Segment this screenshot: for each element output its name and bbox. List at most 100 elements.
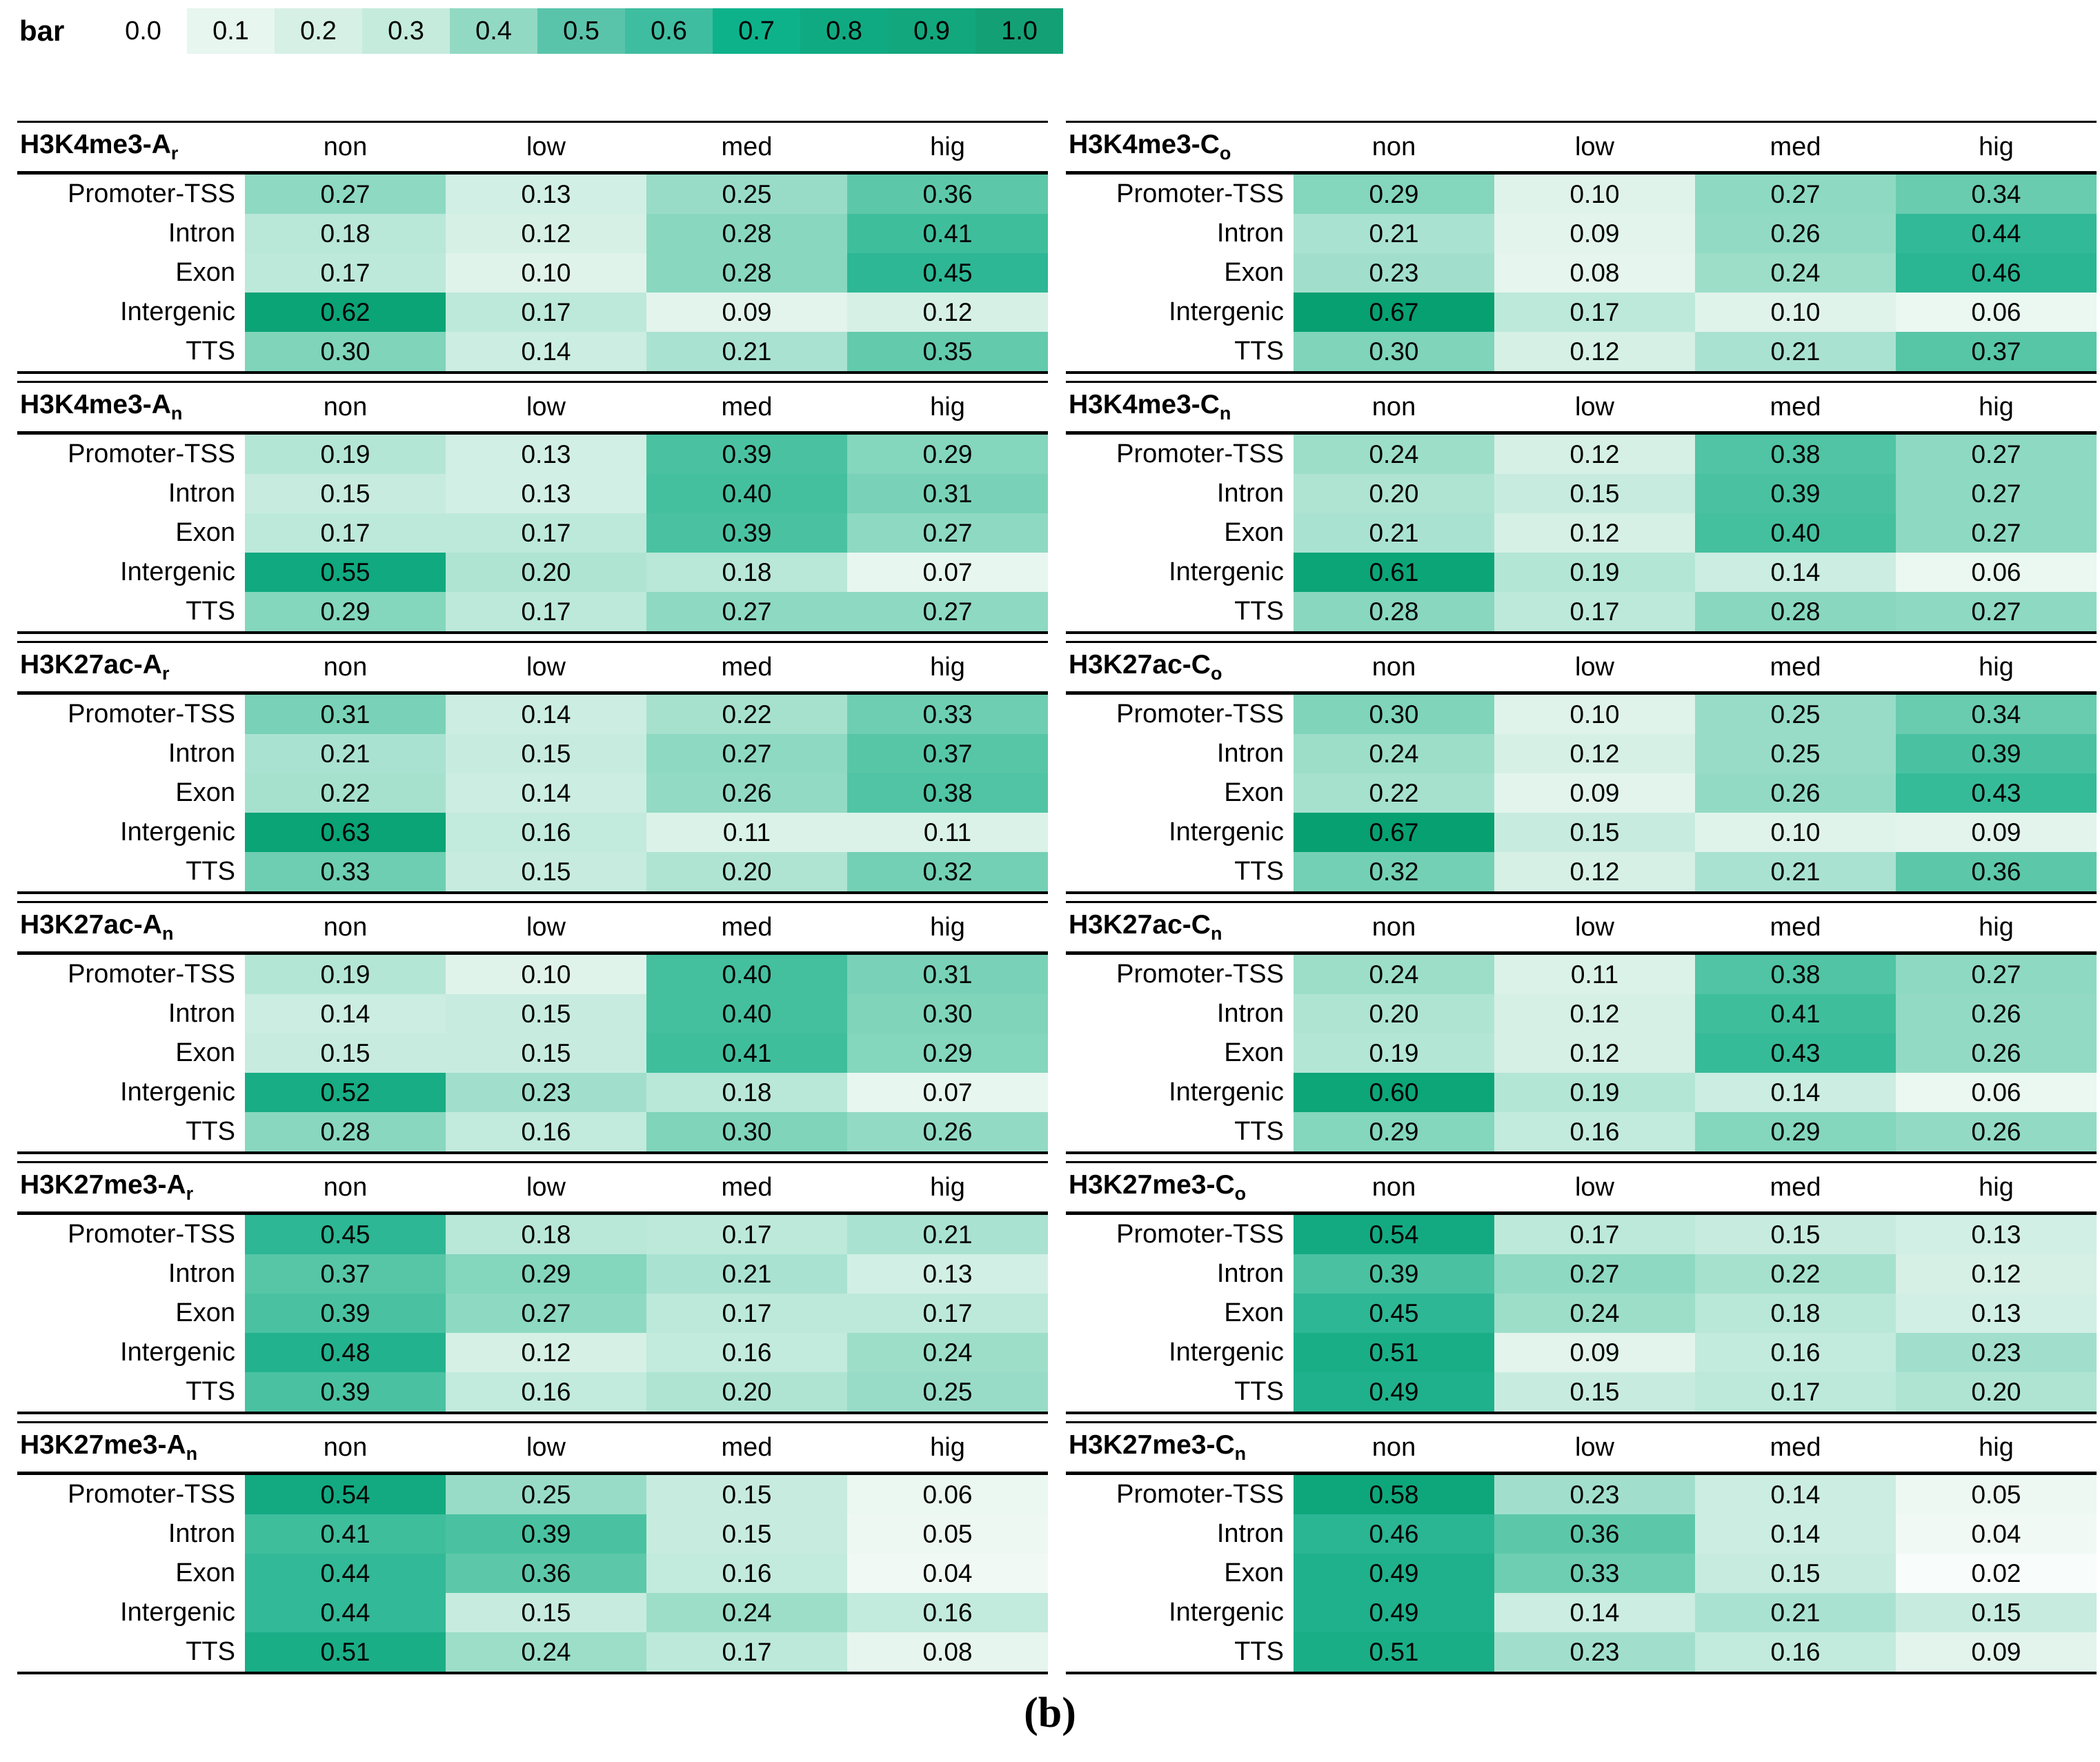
panel-title: H3K27ac-Ar [20, 650, 170, 684]
row-label: TTS [1066, 332, 1294, 371]
heatmap-cell: 0.13 [446, 175, 646, 214]
column-header: non [1371, 1172, 1416, 1202]
heatmap-cell: 0.44 [1896, 214, 2097, 253]
panel-header: H3K27me3-Cn non low med hig [1066, 1421, 2097, 1475]
heatmap-cell: 0.16 [446, 1372, 646, 1412]
heatmap-cell: 0.46 [1896, 253, 2097, 293]
heatmap-cell: 0.49 [1294, 1372, 1494, 1412]
heatmap-cell: 0.26 [1896, 1033, 2097, 1073]
heatmap-cell: 0.61 [1294, 553, 1494, 592]
table-row: Intergenic 0.55 0.20 0.18 0.07 [17, 553, 1048, 592]
table-row: Intron 0.39 0.27 0.22 0.12 [1066, 1254, 2097, 1294]
heatmap-cell: 0.14 [1695, 1073, 1896, 1112]
heatmap-cell: 0.24 [1294, 435, 1494, 474]
heatmap-cell: 0.27 [847, 513, 1048, 553]
table-row: Intron 0.20 0.12 0.41 0.26 [1066, 994, 2097, 1033]
heatmap-cell: 0.33 [245, 852, 446, 891]
heatmap-panel: H3K27ac-Cn non low med hig Promoter-TSS 0.24 0.… [1066, 901, 2097, 1154]
colorbar-tick: 0.7 [713, 8, 800, 54]
heatmap-cell: 0.39 [446, 1514, 646, 1554]
colorbar-tick: 0.1 [187, 8, 275, 54]
panel-header: H3K27me3-Ar non low med hig [17, 1161, 1048, 1215]
heatmap-cell: 0.16 [446, 813, 646, 852]
heatmap-cell: 0.11 [646, 813, 847, 852]
heatmap-cell: 0.24 [446, 1632, 646, 1672]
heatmap-cell: 0.09 [1494, 214, 1695, 253]
heatmap-cell: 0.21 [1294, 214, 1494, 253]
table-row: TTS 0.29 0.17 0.27 0.27 [17, 592, 1048, 631]
heatmap-cell: 0.34 [1896, 695, 2097, 734]
table-row: Intergenic 0.67 0.15 0.10 0.09 [1066, 813, 2097, 852]
panel-header: H3K27me3-Co non low med hig [1066, 1161, 2097, 1215]
heatmap-cell: 0.06 [1896, 1073, 2097, 1112]
table-row: Promoter-TSS 0.24 0.11 0.38 0.27 [1066, 955, 2097, 994]
column-header: hig [1979, 652, 2014, 682]
row-label: Intron [1066, 1514, 1294, 1554]
heatmap-cell: 0.11 [1494, 955, 1695, 994]
table-row: Intergenic 0.52 0.23 0.18 0.07 [17, 1073, 1048, 1112]
heatmap-cell: 0.16 [1494, 1112, 1695, 1151]
heatmap-cell: 0.17 [446, 293, 646, 332]
row-label: Intergenic [1066, 553, 1294, 592]
heatmap-cell: 0.44 [245, 1554, 446, 1593]
panel-header: H3K4me3-Co non low med hig [1066, 121, 2097, 175]
heatmap-cell: 0.14 [446, 332, 646, 371]
heatmap-cell: 0.29 [847, 435, 1048, 474]
heatmap-cell: 0.10 [446, 955, 646, 994]
table-row: Promoter-TSS 0.30 0.10 0.25 0.34 [1066, 695, 2097, 734]
heatmap-cell: 0.17 [1494, 592, 1695, 631]
column-header: med [1770, 912, 1821, 942]
column-header: med [1770, 1172, 1821, 1202]
heatmap-cell: 0.24 [1695, 253, 1896, 293]
heatmap-cell: 0.06 [1896, 553, 2097, 592]
row-label: Promoter-TSS [1066, 695, 1294, 734]
heatmap-cell: 0.15 [1494, 813, 1695, 852]
heatmap-cell: 0.19 [245, 435, 446, 474]
heatmap-cell: 0.25 [646, 175, 847, 214]
heatmap-cell: 0.23 [1294, 253, 1494, 293]
colorbar-tick: 0.3 [362, 8, 450, 54]
column-header: med [721, 392, 773, 422]
column-header: low [526, 392, 566, 422]
heatmap-cell: 0.17 [646, 1215, 847, 1254]
colorbar-title: bar [19, 14, 65, 47]
colorbar-swatches: 0.0 0.1 0.2 0.3 0.4 0.5 0.6 0.7 0.8 0.9 1.0 [99, 8, 1063, 54]
row-label: Exon [1066, 1294, 1294, 1333]
row-label: TTS [1066, 1632, 1294, 1672]
row-label: Intron [17, 734, 245, 773]
heatmap-cell: 0.15 [446, 1593, 646, 1632]
table-row: Exon 0.23 0.08 0.24 0.46 [1066, 253, 2097, 293]
heatmap-cell: 0.15 [245, 474, 446, 513]
heatmap-cell: 0.10 [1695, 813, 1896, 852]
heatmap-cell: 0.09 [1896, 813, 2097, 852]
table-row: Intron 0.41 0.39 0.15 0.05 [17, 1514, 1048, 1554]
heatmap-cell: 0.39 [1695, 474, 1896, 513]
heatmap-cell: 0.05 [1896, 1475, 2097, 1514]
row-label: Exon [1066, 1033, 1294, 1073]
panel-header: H3K4me3-An non low med hig [17, 381, 1048, 435]
column-header: non [323, 1432, 368, 1462]
heatmap-cell: 0.12 [1494, 852, 1695, 891]
heatmap-cell: 0.12 [446, 1333, 646, 1372]
heatmap-cell: 0.27 [245, 175, 446, 214]
heatmap-cell: 0.16 [847, 1593, 1048, 1632]
heatmap-cell: 0.67 [1294, 813, 1494, 852]
row-label: Intergenic [17, 553, 245, 592]
colorbar-tick: 0.6 [625, 8, 713, 54]
table-row: Exon 0.19 0.12 0.43 0.26 [1066, 1033, 2097, 1073]
row-label: Promoter-TSS [1066, 1475, 1294, 1514]
table-row: TTS 0.51 0.23 0.16 0.09 [1066, 1632, 2097, 1672]
heatmap-cell: 0.09 [646, 293, 847, 332]
heatmap-cell: 0.27 [1896, 592, 2097, 631]
panel-body: Promoter-TSS 0.19 0.10 0.40 0.31 Intron 0.14 0.… [17, 955, 1048, 1154]
heatmap-cell: 0.15 [446, 1033, 646, 1073]
table-row: Exon 0.17 0.17 0.39 0.27 [17, 513, 1048, 553]
colorbar-tick: 0.9 [888, 8, 975, 54]
row-label: Exon [17, 513, 245, 553]
heatmap-cell: 0.20 [446, 553, 646, 592]
heatmap-panel: H3K4me3-Ar non low med hig Promoter-TSS 0.27 0.… [17, 121, 1048, 374]
heatmap-cell: 0.54 [1294, 1215, 1494, 1254]
heatmap-panel: H3K27me3-Ar non low med hig Promoter-TSS 0.45 0… [17, 1161, 1048, 1414]
column-header: non [1371, 912, 1416, 942]
heatmap-cell: 0.19 [1494, 1073, 1695, 1112]
